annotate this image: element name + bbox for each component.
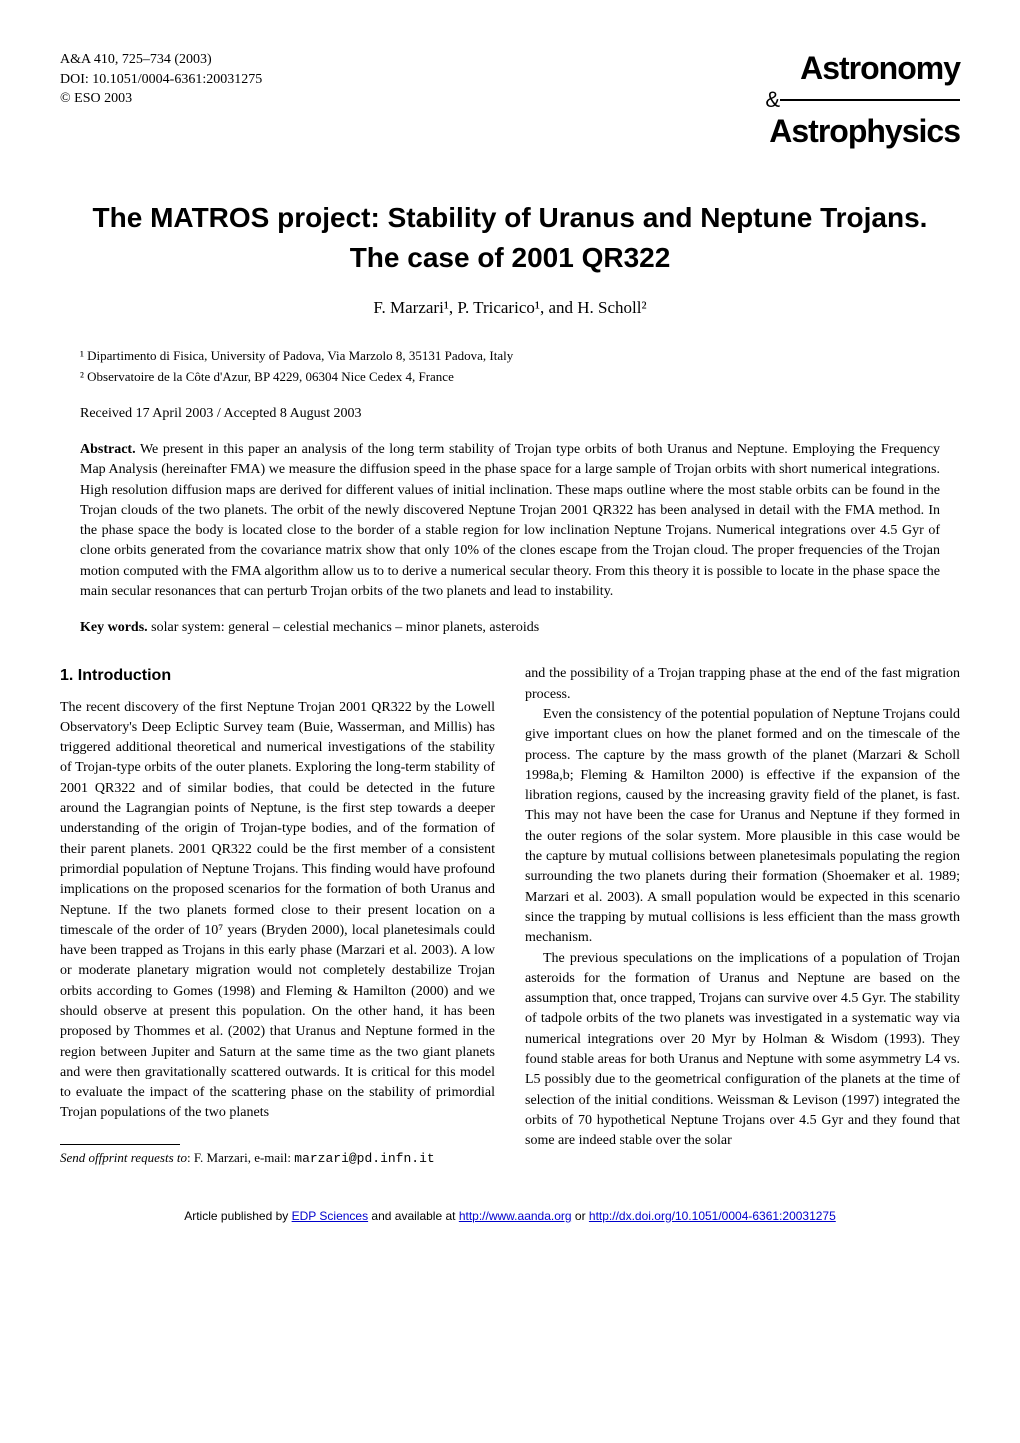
author-list: F. Marzari¹, P. Tricarico¹, and H. Schol… (60, 298, 960, 318)
abstract-label: Abstract. (80, 442, 136, 457)
offprint-footnote: Send offprint requests to: F. Marzari, e… (60, 1149, 495, 1169)
body-columns: 1. Introduction The recent discovery of … (60, 664, 960, 1168)
keywords-text: solar system: general – celestial mechan… (151, 620, 539, 635)
footer-link-publisher[interactable]: EDP Sciences (292, 1209, 368, 1223)
right-column: and the possibility of a Trojan trapping… (525, 664, 960, 1168)
left-column: 1. Introduction The recent discovery of … (60, 664, 495, 1168)
intro-paragraph-3: The previous speculations on the implica… (525, 949, 960, 1152)
journal-reference: A&A 410, 725–734 (2003) (60, 50, 262, 70)
affiliation-1: ¹ Dipartimento di Fisica, University of … (80, 346, 960, 367)
logo-divider-line (780, 99, 960, 101)
intro-paragraph-1-cont: and the possibility of a Trojan trapping… (525, 664, 960, 705)
keywords-block: Key words. solar system: general – celes… (80, 620, 960, 636)
intro-paragraph-1: The recent discovery of the first Neptun… (60, 698, 495, 1124)
logo-bottom-word: Astrophysics (765, 113, 960, 150)
copyright: © ESO 2003 (60, 89, 262, 109)
article-dates: Received 17 April 2003 / Accepted 8 Augu… (80, 406, 960, 422)
footer-link-journal[interactable]: http://www.aanda.org (459, 1209, 572, 1223)
footer-mid2: or (572, 1209, 589, 1223)
page-footer: Article published by EDP Sciences and av… (60, 1209, 960, 1223)
footer-prefix: Article published by (184, 1209, 291, 1223)
doi: DOI: 10.1051/0004-6361:20031275 (60, 70, 262, 90)
article-subtitle: The case of 2001 QR322 (60, 242, 960, 274)
section-1-heading: 1. Introduction (60, 664, 495, 687)
affiliation-2: ² Observatoire de la Côte d'Azur, BP 422… (80, 367, 960, 388)
page-header: A&A 410, 725–734 (2003) DOI: 10.1051/000… (60, 50, 960, 150)
footnote-email: marzari@pd.infn.it (294, 1151, 434, 1166)
footer-mid1: and available at (368, 1209, 459, 1223)
keywords-label: Key words. (80, 620, 148, 635)
footnote-divider (60, 1144, 180, 1145)
journal-logo: Astronomy & Astrophysics (765, 50, 960, 150)
logo-top-word: Astronomy (765, 50, 960, 87)
logo-ampersand: & (765, 87, 780, 113)
abstract-text: We present in this paper an analysis of … (80, 442, 940, 599)
affiliations-block: ¹ Dipartimento di Fisica, University of … (80, 346, 960, 388)
journal-metadata: A&A 410, 725–734 (2003) DOI: 10.1051/000… (60, 50, 262, 109)
footer-link-doi[interactable]: http://dx.doi.org/10.1051/0004-6361:2003… (589, 1209, 836, 1223)
footnote-label: Send offprint requests to (60, 1150, 187, 1165)
abstract-block: Abstract. We present in this paper an an… (80, 440, 940, 602)
footnote-text: : F. Marzari, e-mail: (187, 1150, 294, 1165)
article-title: The MATROS project: Stability of Uranus … (60, 200, 960, 236)
intro-paragraph-2: Even the consistency of the potential po… (525, 705, 960, 949)
